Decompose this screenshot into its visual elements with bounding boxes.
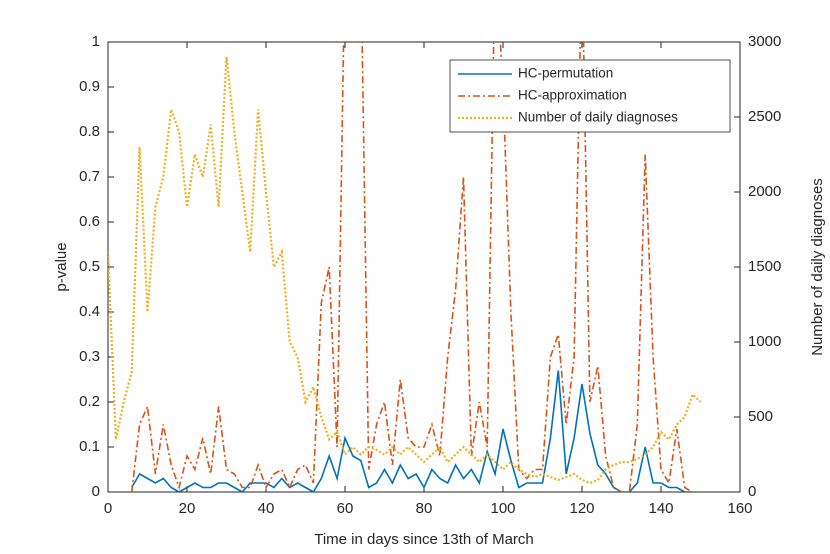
series-line	[108, 56, 702, 485]
legend-label: HC-approximation	[518, 88, 627, 103]
y-tick-label: 0.7	[79, 168, 100, 185]
x-tick-label: 0	[104, 500, 112, 517]
x-tick-label: 160	[727, 500, 752, 517]
y-tick-label: 0.4	[79, 303, 100, 320]
legend: HC-permutation HC-approximation Number of …	[449, 59, 731, 133]
y-tick-label: 0.5	[79, 258, 100, 275]
x-tick-label: 40	[258, 500, 275, 517]
y2-tick-label: 0	[748, 483, 756, 500]
x-tick-label: 140	[648, 500, 673, 517]
y2-tick-label: 2000	[748, 183, 781, 200]
x-axis-label: Time in days since 13th of March	[314, 531, 534, 548]
y2-tick-label: 2500	[748, 108, 781, 125]
y2-tick-label: 1000	[748, 333, 781, 350]
y-tick-label: 1	[92, 33, 100, 50]
y-tick-label: 0.6	[79, 213, 100, 230]
x-tick-label: 60	[337, 500, 354, 517]
series-line	[131, 370, 693, 492]
y-tick-label: 0.8	[79, 123, 100, 140]
legend-label: HC-permutation	[518, 66, 613, 81]
y2-tick-label: 500	[748, 408, 773, 425]
y2-tick-label: 1500	[748, 258, 781, 275]
x-tick-label: 120	[569, 500, 594, 517]
series-layer	[108, 42, 702, 492]
y-tick-label: 0.3	[79, 348, 100, 365]
series-line	[130, 42, 693, 492]
y2-tick-label: 3000	[748, 33, 781, 50]
x-tick-label: 100	[490, 500, 515, 517]
legend-label: Number of daily diagnoses	[518, 110, 678, 125]
y2-axis-label: Number of daily diagnoses	[809, 178, 826, 356]
y-tick-label: 0.1	[79, 438, 100, 455]
x-tick-label: 80	[416, 500, 433, 517]
legend-box	[449, 59, 731, 133]
y-tick-label: 0.9	[79, 78, 100, 95]
x-tick-label: 20	[179, 500, 196, 517]
y-tick-label: 0	[92, 483, 100, 500]
y-tick-label: 0.2	[79, 393, 100, 410]
y-axis-label: p-value	[53, 242, 70, 291]
